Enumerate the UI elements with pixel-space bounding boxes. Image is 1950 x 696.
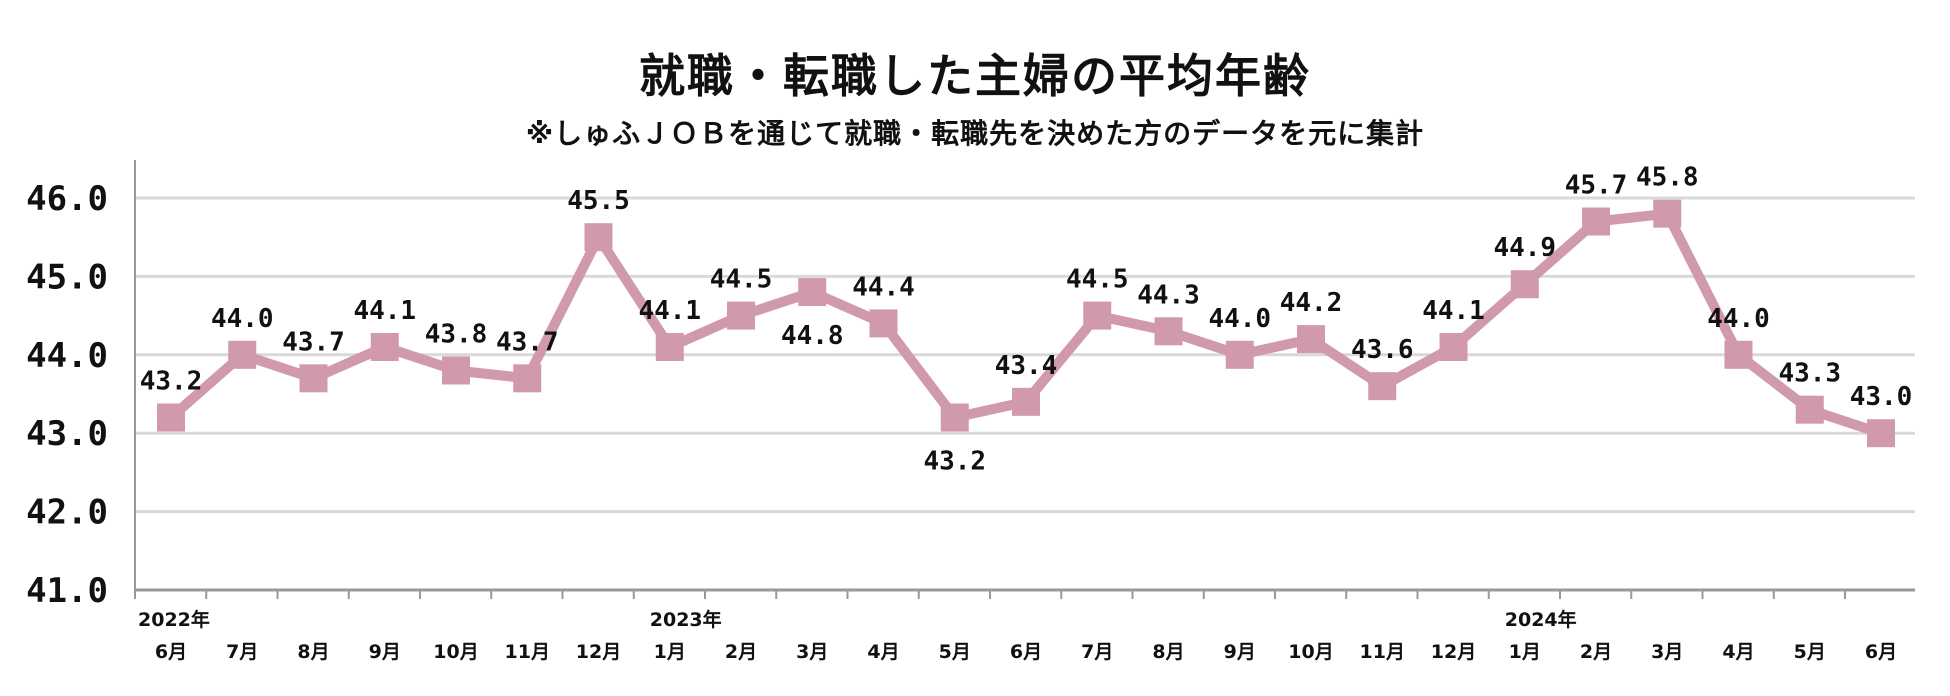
data-label: 44.0 [1707,304,1770,334]
month-label: 7月 [226,641,258,663]
data-label: 44.5 [1066,265,1129,295]
month-label: 9月 [1224,641,1256,663]
data-point-marker [1083,301,1112,330]
data-point-marker [1510,270,1539,299]
month-label: 8月 [297,641,329,663]
data-point-marker [1582,207,1610,236]
data-label: 44.3 [1137,280,1200,310]
month-label: 6月 [155,641,187,663]
data-label: 44.1 [638,296,701,326]
month-label: 2月 [1580,641,1612,663]
data-point-marker [1297,325,1325,354]
month-label: 11月 [1360,641,1405,663]
year-label: 2023年 [650,608,722,631]
data-point-marker [1368,372,1397,401]
data-label: 43.8 [425,319,488,349]
month-label: 1月 [654,641,686,663]
data-label: 43.7 [282,327,345,357]
data-label: 44.0 [1208,304,1271,334]
y-tick-label: 44.0 [26,336,108,376]
month-label: 9月 [369,641,401,663]
data-label: 43.2 [140,367,203,397]
year-label: 2022年 [138,608,210,631]
data-point-marker [157,403,185,432]
data-point-marker [299,364,328,393]
data-point-marker [798,278,827,307]
month-label: 6月 [1010,641,1042,663]
data-label: 44.4 [852,272,915,302]
month-label: 12月 [576,641,621,663]
data-label: 43.3 [1778,359,1841,389]
data-point-marker [655,332,684,361]
month-label: 11月 [505,641,550,663]
data-point-marker [584,223,613,252]
month-label: 3月 [796,641,828,663]
month-label: 12月 [1431,641,1476,663]
data-label: 45.7 [1565,171,1628,201]
data-label: 44.1 [1422,296,1485,326]
data-label: 43.2 [923,447,986,477]
data-point-marker [1653,199,1682,228]
data-label: 44.8 [781,321,844,351]
y-tick-label: 42.0 [26,493,108,533]
month-label: 1月 [1509,641,1541,663]
month-label: 3月 [1651,641,1683,663]
year-label: 2024年 [1505,608,1577,631]
month-label: 10月 [1288,641,1333,663]
month-label: 7月 [1081,641,1113,663]
data-point-marker [1225,340,1254,369]
data-point-marker [228,340,257,369]
month-label: 5月 [939,641,971,663]
data-label: 44.2 [1280,288,1343,318]
data-point-marker [1867,419,1895,448]
data-label: 45.8 [1636,163,1699,193]
data-label: 44.1 [353,296,416,326]
y-tick-label: 45.0 [26,257,108,297]
month-label: 4月 [867,641,899,663]
data-label: 44.9 [1493,233,1556,263]
month-label: 10月 [433,641,478,663]
y-tick-label: 41.0 [26,571,108,611]
month-label: 8月 [1152,641,1184,663]
chart-subtitle: ※しゅふＪＯＢを通じて就職・転職先を決めた方のデータを元に集計 [525,117,1425,150]
data-label: 43.0 [1850,382,1913,412]
data-point-marker [869,309,898,338]
data-point-marker [940,403,969,432]
month-label: 5月 [1794,641,1826,663]
data-label: 44.0 [211,304,274,334]
data-label: 43.4 [995,351,1058,381]
month-label: 2月 [725,641,757,663]
data-point-marker [513,364,542,393]
data-label: 45.5 [567,186,630,216]
data-point-marker [1439,332,1468,361]
y-tick-label: 43.0 [26,414,108,454]
data-label: 43.7 [496,327,559,357]
month-label: 4月 [1722,641,1754,663]
month-label: 6月 [1865,641,1897,663]
y-tick-label: 46.0 [26,179,108,219]
data-point-marker [370,332,399,361]
chart-title: 就職・転職した主婦の平均年齢 [639,49,1311,103]
data-point-marker [1012,387,1040,416]
data-point-marker [727,301,755,330]
data-point-marker [1724,340,1753,369]
data-point-marker [1795,395,1824,424]
data-label: 44.5 [710,265,773,295]
data-point-marker [1154,317,1183,346]
data-label: 43.6 [1351,335,1414,365]
data-point-marker [442,356,470,385]
